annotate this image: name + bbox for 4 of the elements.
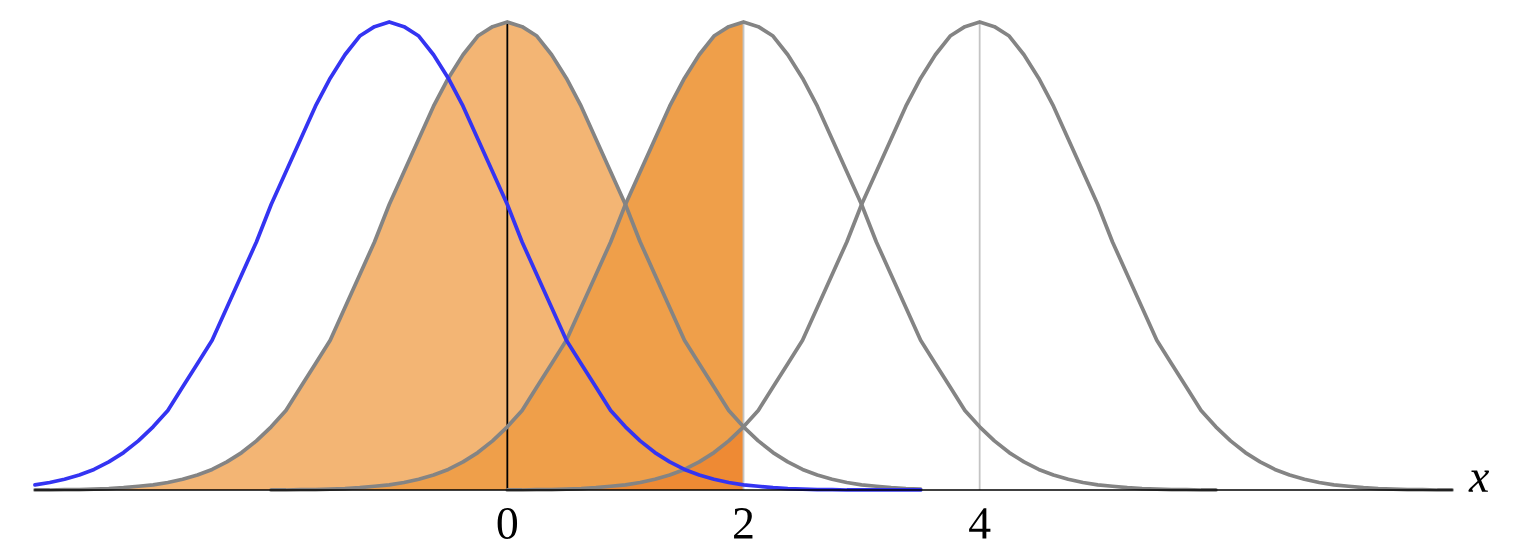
x-tick-label: 2 [734, 508, 753, 539]
x-axis-title: x [1468, 470, 1490, 492]
x-tick-label: 0 [497, 507, 518, 539]
x-tick-label: 4 [969, 508, 991, 539]
